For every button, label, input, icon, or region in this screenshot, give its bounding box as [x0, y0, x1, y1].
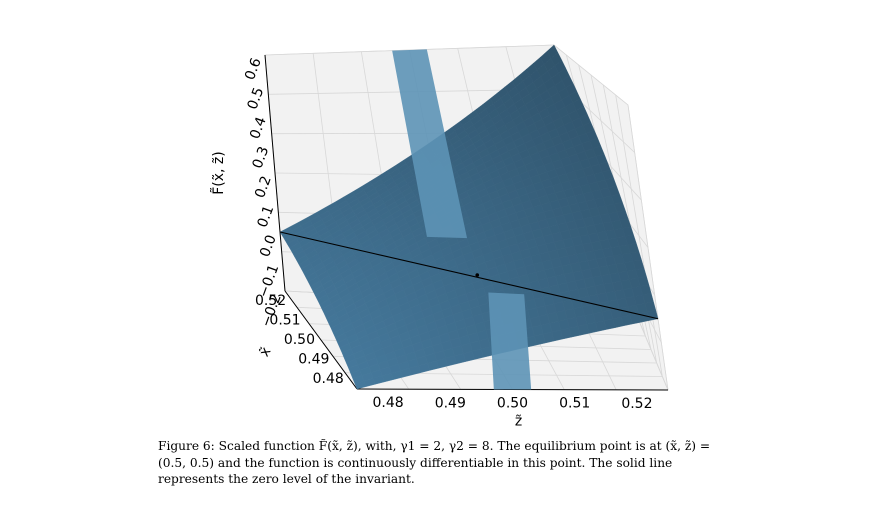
x-tilde-tick-label: 0.52: [255, 293, 286, 309]
x-tilde-axis-line: [284, 290, 358, 390]
tick-labels: 0.48 0.49 0.50 0.51 0.52 0.48 0.49 0.50 0.51 0.52…: [242, 56, 652, 412]
f-tick-label: 0.1: [255, 203, 278, 229]
x-tilde-tick-label: 0.49: [298, 352, 329, 368]
surface-plot: 0.48 0.49 0.50 0.51 0.52 0.48 0.49 0.50 0.51 0.52…: [210, 43, 669, 430]
f-tick-label: 0.3: [250, 144, 273, 170]
x-tilde-axis-label: x̃: [257, 344, 275, 359]
z-tilde-tick-label: 0.51: [559, 396, 590, 412]
vertical-ridge-back: [392, 49, 468, 239]
z-tilde-tick-label: 0.52: [621, 396, 652, 412]
f-tick-label: 0.2: [252, 174, 275, 200]
f-tick-label: 0.4: [247, 115, 270, 141]
surface-facet: [546, 44, 559, 59]
x-tilde-tick-label: 0.50: [284, 332, 315, 348]
x-tilde-tick-label: 0.48: [313, 371, 344, 387]
z-tilde-tick-label: 0.49: [435, 395, 466, 411]
surface-overlay: [279, 49, 659, 390]
equilibrium-point: [475, 273, 480, 277]
x-tilde-tick-label: 0.51: [269, 312, 300, 328]
f-tick-label: 0.0: [257, 233, 280, 259]
f-axis-line: [264, 54, 286, 292]
f-axis-label: F̃(x̃, z̃): [210, 151, 227, 195]
z-tilde-tick-label: 0.48: [373, 395, 404, 411]
caption-text: Figure 6: Scaled function F̃(x̃, z̃), wi…: [158, 439, 711, 486]
f-tick-label: 0.5: [245, 85, 268, 111]
gridline: [553, 44, 629, 106]
zero-level-line: [279, 231, 659, 320]
vertical-ridge-front: [488, 292, 532, 390]
figure-caption: Figure 6: Scaled function F̃(x̃, z̃), wi…: [158, 438, 738, 488]
f-tick-label: 0.6: [242, 56, 265, 82]
z-tilde-axis-label: z̃: [515, 414, 522, 430]
z-tilde-tick-label: 0.50: [497, 396, 528, 412]
